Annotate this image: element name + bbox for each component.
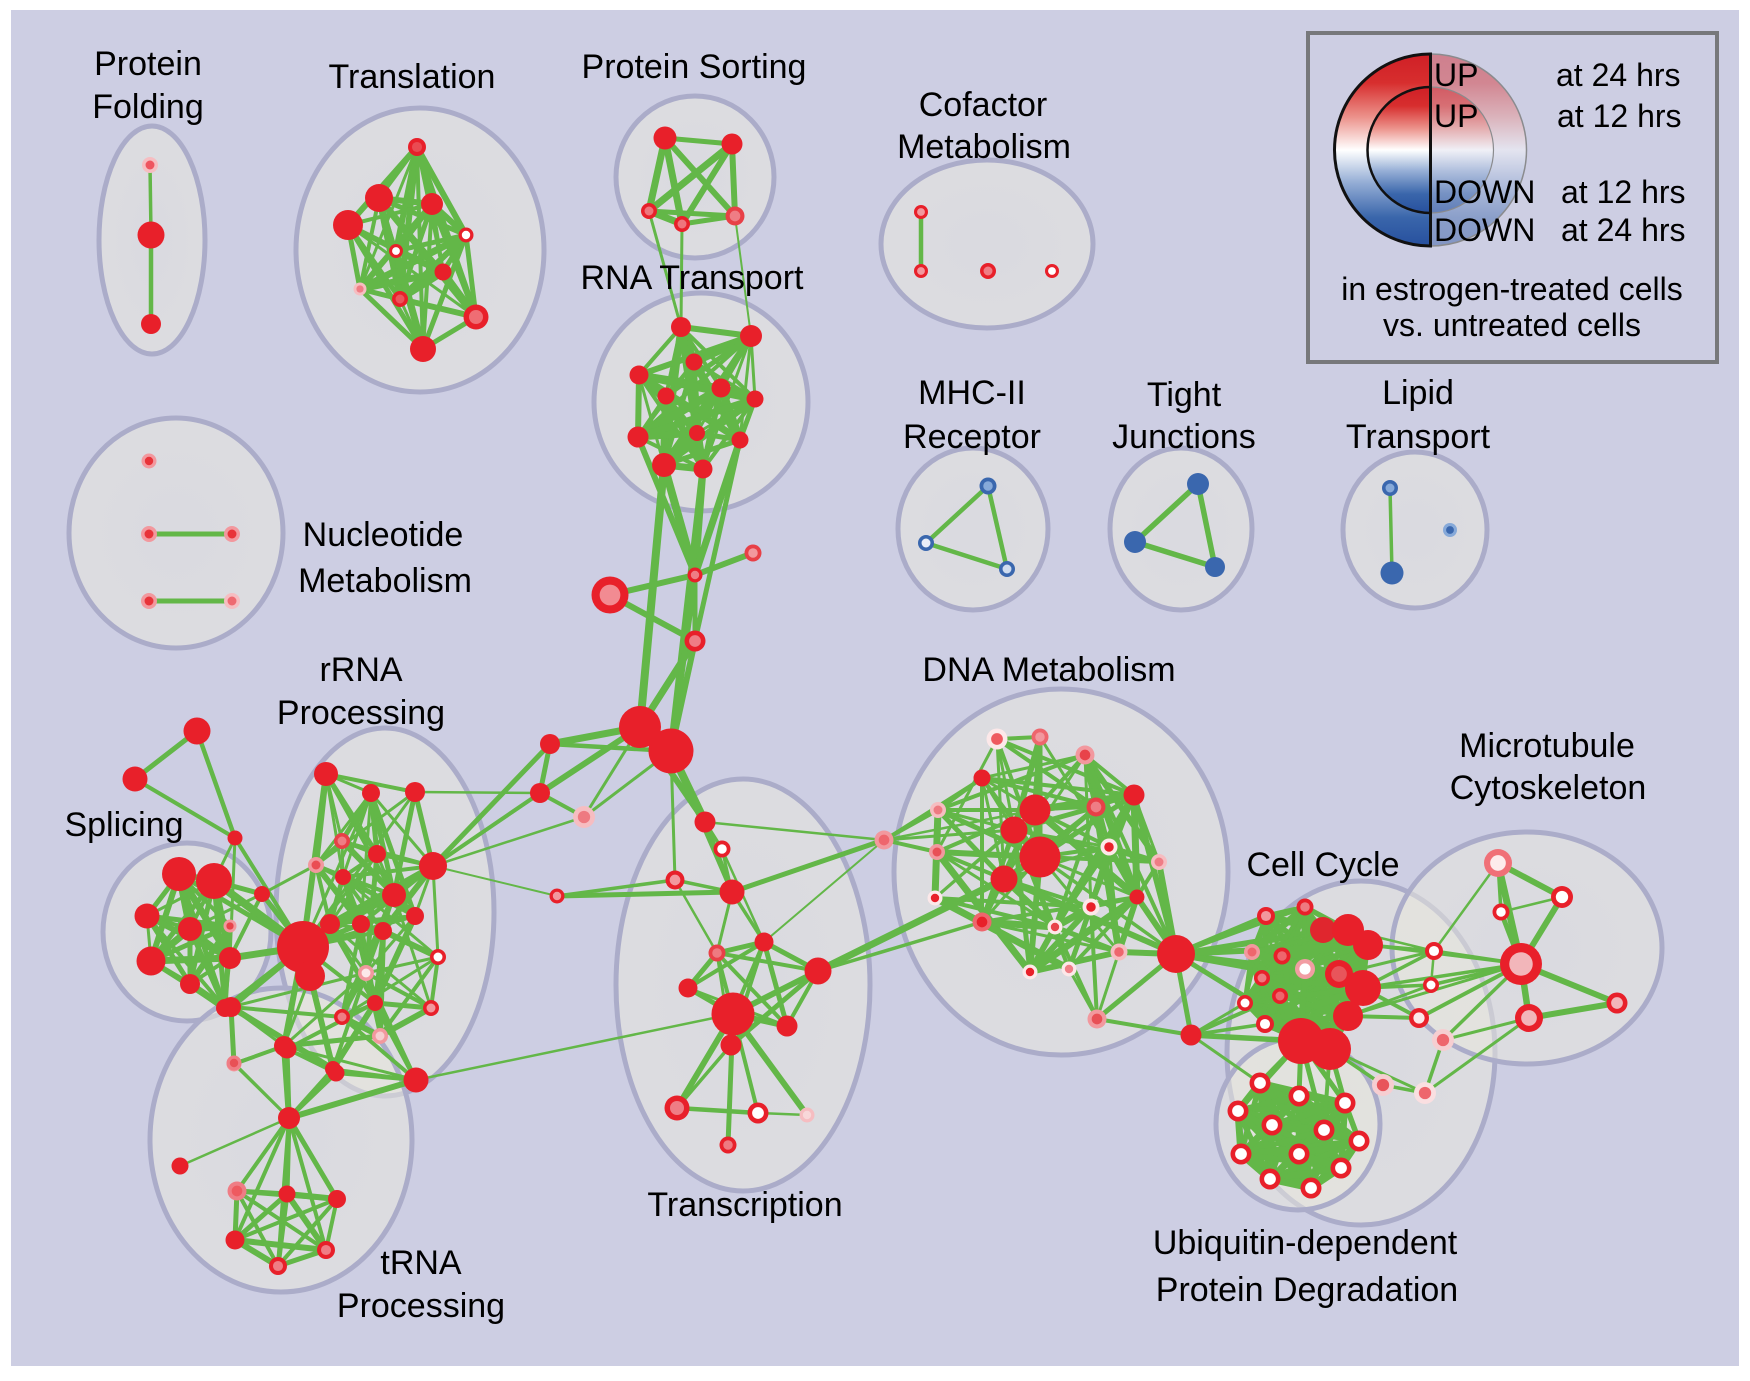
svg-text:vs. untreated cells: vs. untreated cells — [1383, 307, 1641, 343]
svg-text:Lipid: Lipid — [1382, 374, 1454, 412]
svg-text:DOWN: DOWN — [1434, 174, 1535, 210]
svg-text:MHC-II: MHC-II — [918, 374, 1026, 412]
svg-text:Cytoskeleton: Cytoskeleton — [1450, 769, 1647, 807]
svg-text:at 24 hrs: at 24 hrs — [1561, 212, 1686, 248]
svg-text:Protein Degradation: Protein Degradation — [1156, 1271, 1458, 1309]
svg-text:Metabolism: Metabolism — [897, 128, 1071, 166]
svg-text:Translation: Translation — [329, 58, 496, 96]
svg-text:Folding: Folding — [92, 88, 204, 126]
svg-text:Protein Sorting: Protein Sorting — [582, 48, 807, 86]
svg-text:at 24 hrs: at 24 hrs — [1556, 57, 1681, 93]
svg-text:RNA Transport: RNA Transport — [581, 259, 805, 297]
svg-text:DOWN: DOWN — [1434, 212, 1535, 248]
svg-text:Metabolism: Metabolism — [298, 562, 472, 600]
svg-text:Nucleotide: Nucleotide — [303, 516, 464, 554]
svg-text:tRNA: tRNA — [380, 1244, 462, 1282]
svg-text:DNA Metabolism: DNA Metabolism — [922, 651, 1175, 689]
svg-text:in estrogen-treated cells: in estrogen-treated cells — [1341, 271, 1683, 307]
svg-text:Microtubule: Microtubule — [1459, 727, 1635, 765]
svg-text:UP: UP — [1434, 98, 1478, 134]
svg-text:Transcription: Transcription — [647, 1186, 842, 1224]
svg-text:Cell Cycle: Cell Cycle — [1246, 846, 1399, 884]
svg-text:Splicing: Splicing — [64, 806, 183, 844]
svg-text:Transport: Transport — [1346, 418, 1491, 456]
svg-text:Junctions: Junctions — [1112, 418, 1256, 456]
svg-text:at 12 hrs: at 12 hrs — [1557, 98, 1682, 134]
svg-text:Cofactor: Cofactor — [919, 86, 1048, 124]
svg-text:Protein: Protein — [94, 45, 202, 83]
svg-text:Processing: Processing — [277, 694, 445, 732]
svg-text:Receptor: Receptor — [903, 418, 1041, 456]
svg-text:UP: UP — [1434, 57, 1478, 93]
svg-text:at 12 hrs: at 12 hrs — [1561, 174, 1686, 210]
svg-text:Processing: Processing — [337, 1287, 505, 1325]
svg-text:Ubiquitin-dependent: Ubiquitin-dependent — [1153, 1224, 1458, 1262]
svg-text:Tight: Tight — [1147, 376, 1222, 414]
svg-text:rRNA: rRNA — [319, 651, 402, 689]
